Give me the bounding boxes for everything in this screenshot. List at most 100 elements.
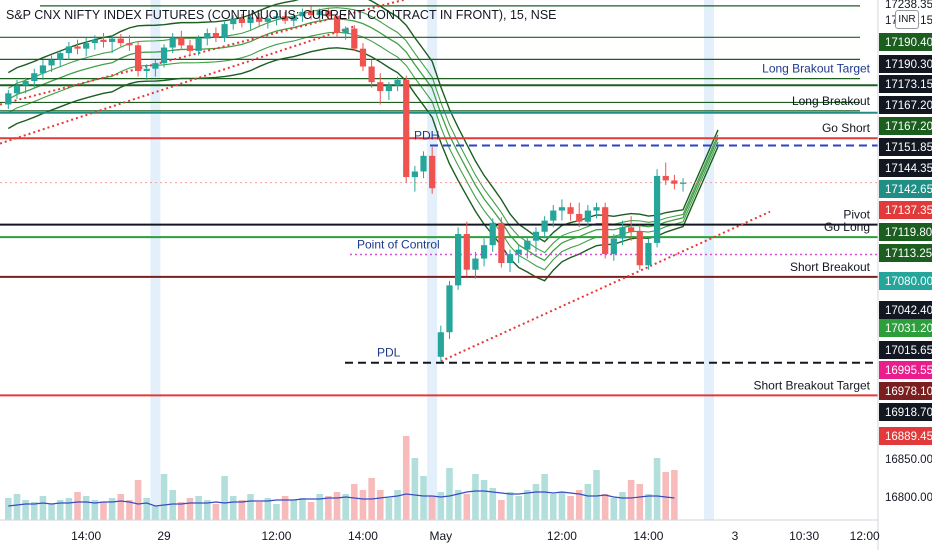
volume-bar: [558, 492, 566, 520]
time-tick-label: 3: [732, 529, 739, 543]
candle-body: [359, 48, 367, 67]
price-tick-label: 17151.85: [885, 142, 932, 154]
volume-bar: [549, 494, 557, 520]
price-tick-label: 17119.80: [885, 227, 932, 239]
candle-body: [645, 242, 652, 266]
candle-body: [5, 93, 12, 105]
chart-title: S&P CNX NIFTY INDEX FUTURES (CONTINUOUS:…: [6, 8, 557, 22]
volume-bar: [627, 480, 635, 520]
candle-body: [377, 82, 384, 92]
price-axis[interactable]: 17238.3517210.1517190.4017190.3017173.15…: [877, 0, 932, 550]
candle-body: [498, 222, 505, 264]
candle-body: [282, 16, 289, 21]
level-annotations: Long Brakout Target Long Breakout Go Short…: [357, 62, 871, 393]
price-tag: [879, 159, 932, 177]
price-tag: [879, 55, 932, 73]
volume-bar: [169, 490, 176, 520]
volume-bar: [91, 500, 99, 520]
volume-bar: [30, 502, 38, 520]
session-break-1: [427, 0, 438, 520]
candle-body: [593, 207, 600, 211]
candle-body: [558, 207, 566, 211]
volume-bar: [126, 500, 133, 520]
candle-body: [524, 240, 531, 250]
candle-body: [584, 210, 591, 222]
volume-bar: [506, 492, 514, 520]
candle-body: [351, 28, 358, 49]
level-label: Go Long: [824, 220, 870, 234]
price-tick-label: 16918.70: [885, 407, 932, 419]
price-tag: [879, 403, 932, 421]
price-tag: [879, 180, 932, 198]
session-backgrounds: [150, 0, 714, 520]
volume-bar: [221, 476, 228, 520]
volume-bar: [316, 494, 324, 520]
candle-body: [628, 227, 635, 232]
volume-bar: [247, 494, 254, 520]
volume-bar: [74, 492, 81, 520]
volume-bar: [645, 494, 652, 520]
candle-body: [83, 43, 90, 49]
volume-bar: [567, 496, 574, 520]
price-tag: [879, 33, 932, 51]
candle-body: [186, 45, 194, 51]
candle-body: [152, 63, 159, 69]
volume-bar: [593, 470, 600, 520]
candle-body: [65, 46, 72, 54]
candle-body: [455, 233, 462, 286]
candlesticks[interactable]: [5, 6, 687, 362]
candle-body: [472, 258, 479, 270]
volume-bars: [5, 436, 678, 520]
candle-body: [126, 43, 133, 46]
volume-bar: [394, 490, 401, 520]
candle-body: [31, 73, 38, 82]
price-tick-label: 17031.20: [885, 323, 932, 335]
candle-body: [385, 85, 393, 92]
volume-bar: [212, 504, 220, 520]
price-levels: [0, 5, 878, 397]
candle-body: [256, 17, 263, 22]
time-tick-label: 12:00: [547, 529, 577, 543]
time-axis[interactable]: 14:00 29 12:00 14:00 May 12:00 14:00 3 10:30 12:0…: [0, 519, 880, 543]
price-tag: [879, 138, 932, 156]
volume-bar: [498, 500, 505, 520]
price-tick-label: 17080.00: [885, 276, 932, 288]
volume-bar: [601, 494, 609, 520]
candle-body: [671, 180, 678, 184]
price-tag: [879, 301, 932, 319]
volume-bar: [238, 500, 246, 520]
envelope-band-3: [7, 0, 719, 243]
volume-bar: [160, 474, 168, 520]
candle-body: [109, 38, 116, 42]
price-tick-label: 16800.00: [885, 492, 932, 504]
price-tick-label: 17113.25: [885, 248, 932, 260]
level-label: PDH: [414, 129, 439, 143]
candle-body: [403, 79, 410, 178]
volume-bar: [575, 490, 583, 520]
candle-body: [117, 38, 124, 44]
price-tick-label: 17015.65: [885, 345, 932, 357]
level-label: Long Breakout: [792, 94, 871, 108]
price-tag: [879, 319, 932, 337]
price-tag: [879, 75, 932, 93]
currency-badge[interactable]: INR: [895, 10, 919, 29]
volume-bar: [420, 476, 427, 520]
candle-body: [602, 207, 609, 255]
volume-bar: [524, 490, 531, 520]
candle-body: [48, 59, 55, 66]
price-tag: [879, 272, 932, 290]
volume-bar: [264, 498, 272, 520]
level-label: Short Breakout Target: [753, 378, 870, 392]
candle-body: [212, 33, 220, 38]
envelope-band-4: [7, 47, 719, 282]
price-tick-label: 17173.15: [885, 79, 932, 91]
price-tag: [879, 223, 932, 241]
level-label: Go Short: [822, 121, 871, 135]
price-tick-label: 17167.20: [885, 121, 932, 133]
candle-body: [169, 37, 176, 48]
candle-body: [100, 39, 107, 42]
volume-bar: [584, 484, 592, 520]
volume-bar: [489, 488, 497, 520]
time-tick-label: May: [429, 529, 452, 543]
